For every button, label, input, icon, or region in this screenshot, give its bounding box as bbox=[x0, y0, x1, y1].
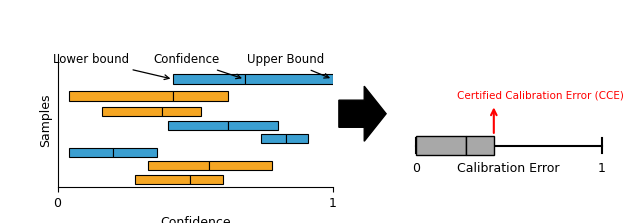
Text: Certified Calibration Error (CCE): Certified Calibration Error (CCE) bbox=[457, 91, 624, 101]
Bar bbox=[162, 107, 201, 116]
Text: Lower bound: Lower bound bbox=[52, 54, 169, 80]
Bar bbox=[68, 91, 173, 101]
Y-axis label: Samples: Samples bbox=[39, 94, 52, 147]
Bar bbox=[68, 148, 113, 157]
Bar bbox=[134, 175, 189, 184]
Bar bbox=[261, 134, 286, 143]
Bar bbox=[189, 175, 223, 184]
Bar bbox=[173, 74, 244, 84]
Bar bbox=[286, 134, 308, 143]
Text: 1: 1 bbox=[598, 162, 605, 175]
Bar bbox=[173, 91, 228, 101]
FancyArrow shape bbox=[339, 86, 386, 141]
Bar bbox=[148, 161, 209, 170]
Bar bbox=[209, 161, 272, 170]
Bar bbox=[244, 74, 333, 84]
Bar bbox=[466, 136, 494, 155]
Bar bbox=[113, 148, 157, 157]
X-axis label: Confidence: Confidence bbox=[160, 216, 230, 223]
Text: Confidence: Confidence bbox=[154, 54, 241, 79]
Text: Calibration Error: Calibration Error bbox=[458, 162, 560, 175]
Bar bbox=[102, 107, 162, 116]
Bar bbox=[416, 136, 466, 155]
Text: Upper Bound: Upper Bound bbox=[248, 54, 329, 78]
Text: 0: 0 bbox=[412, 162, 420, 175]
Bar bbox=[168, 121, 228, 130]
Bar bbox=[228, 121, 278, 130]
